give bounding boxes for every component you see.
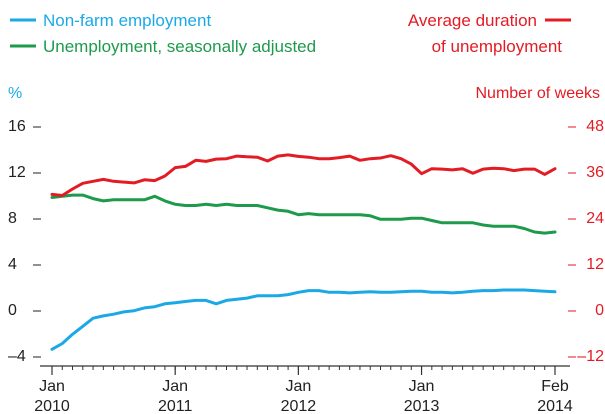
x-tick-label-month: Jan (39, 378, 65, 395)
legend-label-duration-line1: Average duration (408, 11, 537, 30)
right-tick-label: 48 (586, 118, 604, 135)
left-tick-label: 12 (8, 164, 26, 181)
series-line-average-duration (50, 153, 557, 197)
plot-area (50, 153, 557, 351)
x-tick-label-year: 2012 (281, 398, 317, 414)
right-tick-label: –12 (577, 348, 604, 365)
x-tick-label-year: 2010 (34, 398, 70, 414)
right-tick-label: 0 (595, 302, 604, 319)
left-tick-label: 4 (8, 256, 17, 273)
legend-label-unemployment: Unemployment, seasonally adjusted (43, 37, 316, 56)
x-tick-label-month: Jan (409, 378, 435, 395)
x-tick-label-year: 2013 (404, 398, 440, 414)
legend-right: Average duration of unemployment (408, 11, 571, 56)
right-tick-label: 36 (586, 164, 604, 181)
series-line-non-farm-employment (50, 288, 557, 351)
x-tick-label-month: Jan (162, 378, 188, 395)
left-axis-unit-label: % (8, 85, 22, 102)
legend-label-non-farm: Non-farm employment (43, 11, 211, 30)
right-axis-unit-label: Number of weeks (476, 85, 601, 102)
legend-left: Non-farm employment Unemployment, season… (10, 11, 316, 56)
right-tick-label: 24 (586, 210, 604, 227)
x-tick-label-month: Feb (541, 378, 569, 395)
x-tick-label-month: Jan (285, 378, 311, 395)
x-tick-label-year: 2011 (158, 398, 193, 414)
x-axis: Jan 2010 Jan 2011 Jan 2012 Jan 2013 Feb 2014 (34, 365, 573, 414)
right-tick-label: 12 (586, 256, 604, 273)
x-tick-label-year: 2014 (537, 398, 573, 414)
left-tick-label: 0 (8, 302, 17, 319)
right-axis: 48 36 24 12 0 –12 (568, 118, 604, 365)
left-tick-label: 16 (8, 118, 26, 135)
left-tick-label: –4 (8, 348, 26, 365)
series-line-unemployment (50, 193, 557, 235)
legend-label-duration-line2: of unemployment (432, 37, 563, 56)
left-tick-label: 8 (8, 210, 17, 227)
left-axis: 16 12 8 4 0 –4 (8, 118, 41, 365)
